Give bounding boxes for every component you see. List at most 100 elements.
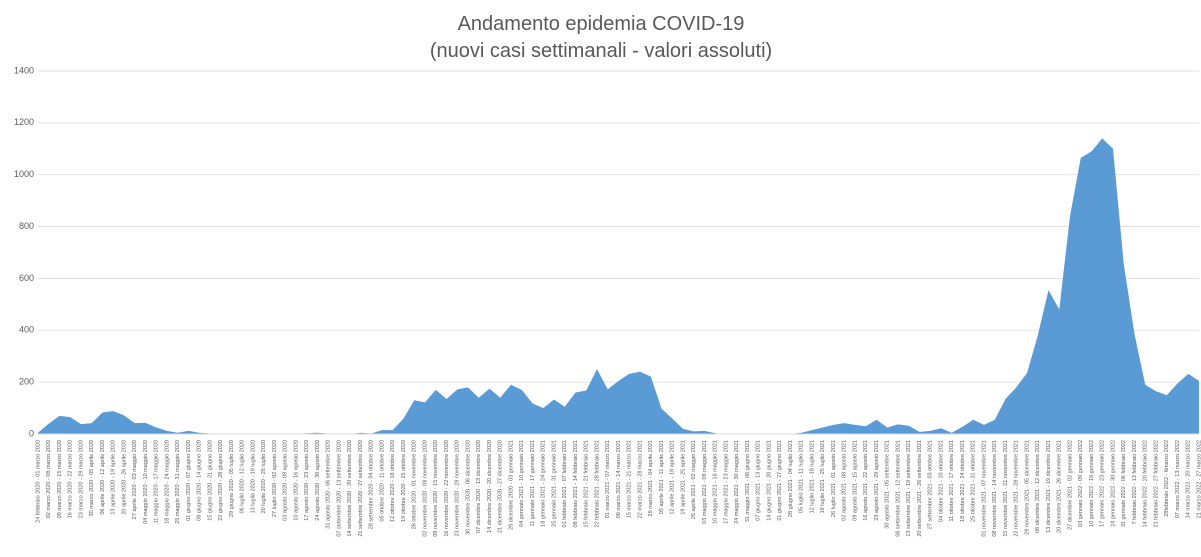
- x-tick-label: 19 aprile 2021 - 25 aprile 2021: [680, 440, 686, 515]
- x-tick-label: 04 ottobre 2021 - 10 ottobre 2021: [938, 440, 944, 522]
- x-tick-label: 08 novembre 2021 - 14 novembre 2021: [992, 440, 998, 537]
- x-tick-label: 18 gennaio 2021 - 24 gennaio 2021: [541, 440, 547, 527]
- x-tick-label: 13 aprile 2020 - 19 aprile 2020: [111, 440, 117, 515]
- x-tick-label: 26 ottobre 2020 - 01 novembre 2020: [412, 440, 418, 529]
- x-tick-label: 12 luglio 2021 - 18 luglio 2021: [809, 440, 815, 513]
- x-tick-label: 24 agosto 2020 - 30 agosto 2020: [315, 440, 321, 521]
- x-tick-label: 24 gennaio 2022 - 30 gennaio 2022: [1110, 440, 1116, 527]
- x-tick-label: 24 febbraio 2020 - 01 marzo 2020: [35, 440, 41, 523]
- x-tick-label: 28 giugno 2021 - 04 luglio 2021: [788, 440, 794, 517]
- x-tick-label: 15 novembre 2021 - 21 novembre 2021: [1003, 440, 1009, 537]
- y-tick-label: 0: [29, 428, 34, 438]
- y-tick-label: 600: [19, 273, 34, 283]
- x-tick-label: 06 dicembre 2021 - 12 dicembre 2021: [1035, 440, 1041, 533]
- x-tick-label: 21 giugno 2021 - 27 giugno 2021: [777, 440, 783, 521]
- x-tick-label: 06 luglio 2020 - 12 luglio 2020: [240, 440, 246, 513]
- x-tick-label: 18 maggio 2020 - 24 maggio 2020: [164, 440, 170, 524]
- x-tick-label: 31 gennaio 2022 - 06 febbraio 2022: [1121, 440, 1127, 527]
- y-tick-label: 1000: [14, 169, 34, 179]
- x-tick-label: 07 dicembre 2020 - 13 dicembre 2020: [476, 440, 482, 533]
- x-tick-label: 27 luglio 2020 - 02 agosto 2020: [272, 440, 278, 517]
- x-tick-label: 15 giugno 2020 - 21 giugno 2020: [207, 440, 213, 521]
- x-tick-label: 02 agosto 2021 - 08 agosto 2021: [842, 440, 848, 521]
- x-tick-label: 10 gennaio 2022 - 16 gennaio 2022: [1089, 440, 1095, 527]
- x-tick-label: 13 dicembre 2021 - 19 dicembre 2021: [1046, 440, 1052, 533]
- x-tick-label: 22 marzo 2021 - 28 marzo 2021: [637, 440, 643, 518]
- x-tick-label: 04 maggio 2020 - 10 maggio 2020: [143, 440, 149, 524]
- x-tick-label: 05 luglio 2021 - 11 luglio 2021: [799, 440, 805, 513]
- x-tick-label: 03 gennaio 2022 - 09 gennaio 2022: [1078, 440, 1084, 527]
- x-tick-label: 26 luglio 2021 - 01 agosto 2021: [831, 440, 837, 517]
- y-tick-label: 800: [19, 221, 34, 231]
- x-tick-label: 30 marzo 2020 - 05 aprile 2020: [89, 440, 95, 516]
- x-tick-label: 07 settembre 2020 - 13 settembre 2020: [336, 440, 342, 537]
- x-tick-label: 01 marzo 2021 - 07 marzo 2021: [605, 440, 611, 518]
- x-tick-label: 16 novembre 2020 - 22 novembre 2020: [444, 440, 450, 537]
- x-tick-label: 22 giugno 2020 - 28 giugno 2020: [218, 440, 224, 521]
- x-tick-label: 08 marzo 2021 - 14 marzo 2021: [616, 440, 622, 518]
- x-tick-label: 05 aprile 2021 - 11 aprile 2021: [659, 440, 665, 514]
- x-tick-label: 03 maggio 2021 - 09 maggio 2021: [702, 440, 708, 524]
- x-tick-label: 07 marzo 2022 - 13 marzo 2022: [1175, 440, 1181, 518]
- x-tick-label: 01 febbraio 2021 - 07 febbraio 2021: [562, 440, 568, 527]
- x-tick-label: 08 febbraio 2021 - 14 febbraio 2021: [573, 440, 579, 527]
- x-tick-label: 11 ottobre 2021 - 17 ottobre 2021: [949, 440, 955, 522]
- x-tick-label: 11 maggio 2020 - 17 maggio 2020: [154, 440, 160, 523]
- x-tick-label: 29 novembre 2021 - 05 dicembre 2021: [1024, 440, 1030, 535]
- x-tick-label: 14 febbraio 2022 - 20 febbraio 2022: [1143, 440, 1149, 527]
- x-tick-label: 20 settembre 2021 - 26 settembre 2021: [917, 440, 923, 537]
- x-tick-label: 01 novembre 2021 - 07 novembre 2021: [981, 440, 987, 537]
- x-tick-label: 20 aprile 2020 - 26 aprile 2020: [121, 440, 127, 515]
- x-tick-label: 23 novembre 2020 - 29 novembre 2020: [455, 440, 461, 537]
- x-tick-label: 29 giugno 2020 - 05 luglio 2020: [229, 440, 235, 517]
- area: [38, 138, 1199, 434]
- x-tick-label: 23 agosto 2021 - 29 agosto 2021: [874, 440, 880, 521]
- chart-title: Andamento epidemia COVID-19: [458, 13, 745, 35]
- x-tick-label: 20 luglio 2020 - 26 luglio 2020: [261, 440, 267, 513]
- x-tick-label: 26 aprile 2021 - 02 maggio 2021: [691, 440, 697, 519]
- x-tick-label: 22 febbraio 2021 - 28 febbraio 2021: [594, 440, 600, 527]
- y-tick-label: 1200: [14, 117, 34, 127]
- x-tick-label: 02 novembre 2020 - 08 novembre 2020: [422, 440, 428, 537]
- x-tick-label: 18 ottobre 2021 - 24 ottobre 2021: [960, 440, 966, 522]
- x-tick-label: 16 agosto 2021 - 22 agosto 2021: [863, 440, 869, 521]
- x-tick-label: 13 luglio 2020 - 19 luglio 2020: [250, 440, 256, 513]
- x-tick-label: 13 settembre 2021 - 19 settembre 2021: [906, 440, 912, 537]
- x-tick-label: 07 giugno 2021 - 13 giugno 2021: [756, 440, 762, 521]
- x-tick-label: 09 agosto 2021 - 15 agosto 2021: [852, 440, 858, 521]
- x-tick-label: 28febbraio 2022 - 6marzo 2022: [1164, 440, 1170, 517]
- x-tick-label: 20 dicembre 2021 - 26 dicembre 2021: [1057, 440, 1063, 533]
- x-tick-label: 21 dicembre 2020 - 27 dicembre 2020: [498, 440, 504, 533]
- x-tick-label: 22 novembre 2021 - 28 novembre 2021: [1014, 440, 1020, 537]
- x-tick-label: 12 ottobre 2020 - 18 ottobre 2020: [390, 440, 396, 522]
- x-tick-label: 02 marzo 2020 - 08 marzo 2020: [46, 440, 52, 518]
- x-tick-label: 01 giugno 2020 - 07 giugno 2020: [186, 440, 192, 521]
- x-tick-label: 27 settembre 2021 - 03 ottobre 2021: [928, 440, 934, 529]
- x-tick-label: 25 gennaio 2021 - 31 gennaio 2021: [551, 440, 557, 527]
- y-tick-label: 200: [19, 377, 34, 387]
- x-tick-label: 21 settembre 2020 - 27 settembre 2020: [358, 440, 364, 537]
- y-tick-label: 400: [19, 325, 34, 335]
- x-tick-label: 25 maggio 2020 - 31 maggio 2020: [175, 440, 181, 524]
- x-tick-label: 23 marzo 2020 - 29 marzo 2020: [78, 440, 84, 518]
- x-tick-label: 09 marzo 2020 - 15 marzo 2020: [57, 440, 63, 518]
- x-tick-label: 14 giugno 2021 - 20 giugno 2021: [766, 440, 772, 521]
- x-tick-label: 21 marzo 2022 - 27 marzo 2022: [1196, 440, 1201, 518]
- x-tick-label: 14 settembre 2020 - 20 settembre 2020: [347, 440, 353, 537]
- x-tick-label: 04 gennaio 2021 - 10 gennaio 2021: [519, 440, 525, 527]
- x-tick-label: 27 dicembre 2021 - 02 gennaio 2022: [1067, 440, 1073, 530]
- x-tick-label: 12 aprile 2021 - 18 aprile 2021: [670, 440, 676, 515]
- x-tick-label: 14 dicembre 2020 - 20 dicembre 2020: [487, 440, 493, 533]
- x-tick-label: 05 ottobre 2020 - 11 ottobre 2020: [379, 440, 385, 522]
- x-tick-label: 19 ottobre 2020 - 25 ottobre 2020: [401, 440, 407, 522]
- x-tick-label: 30 agosto 2021 - 05 settembre 2021: [885, 440, 891, 529]
- x-tick-label: 27 aprile 2020 - 03 maggio 2020: [132, 440, 138, 519]
- x-tick-label: 25 ottobre 2021 - 31 ottobre 2021: [971, 440, 977, 522]
- x-tick-label: 29 marzo 2021 - 04 aprile 2021: [648, 440, 654, 516]
- x-tick-label: 15 marzo 2021 - 21 marzo 2021: [627, 440, 633, 518]
- x-tick-label: 30 novembre 2020 - 06 dicembre 2020: [465, 440, 471, 535]
- x-tick-label: 24 maggio 2021 - 30 maggio 2021: [734, 440, 740, 524]
- x-tick-label: 31 maggio 2021 - 06 giugno 2021: [745, 440, 751, 522]
- x-tick-label: 19 luglio 2021 - 25 luglio 2021: [820, 440, 826, 513]
